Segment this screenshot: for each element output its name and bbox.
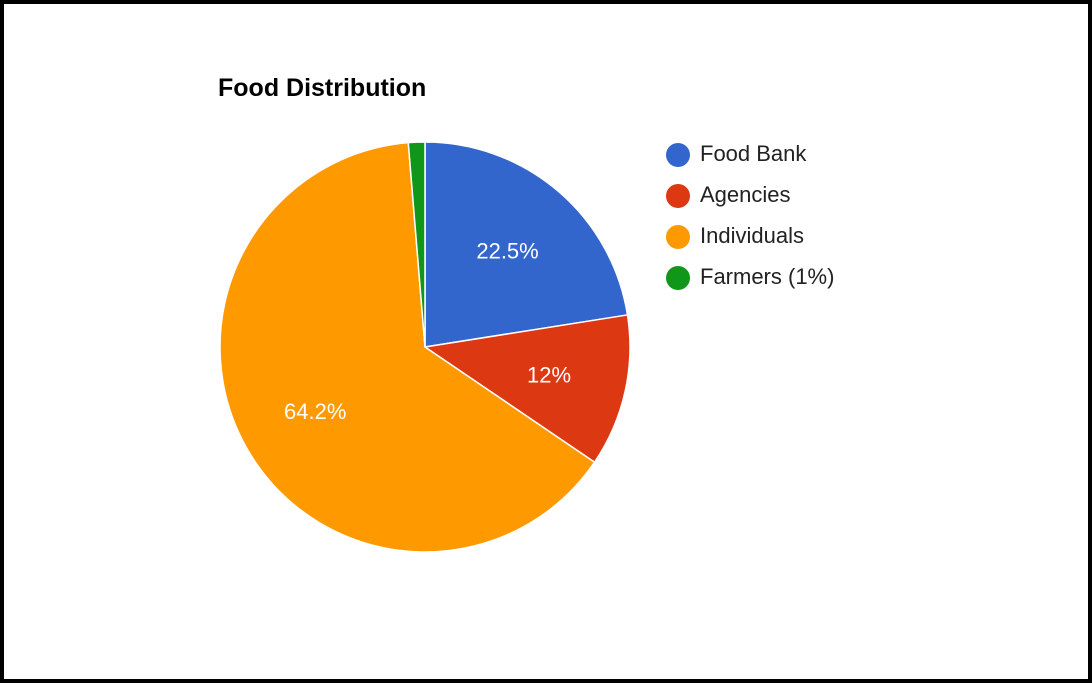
legend-label-individuals: Individuals [700, 223, 804, 248]
pie-slice-farmers[interactable] [407, 141, 426, 348]
slice-label-individuals: 64.2% [284, 399, 346, 424]
slice-label-food-bank: 22.5% [476, 238, 538, 263]
pie-slice-food-bank[interactable] [424, 141, 629, 348]
legend-swatch-food-bank [666, 143, 690, 167]
chart-title: Food Distribution [218, 74, 427, 102]
legend-label-food-bank: Food Bank [700, 141, 807, 166]
pie-slice-individuals[interactable] [219, 141, 596, 553]
legend-label-agencies: Agencies [700, 182, 791, 207]
slice-label-agencies: 12% [527, 363, 571, 388]
legend-label-farmers: Farmers (1%) [700, 264, 835, 289]
legend-swatch-individuals [666, 225, 690, 249]
pie-slice-agencies[interactable] [423, 314, 631, 464]
legend-swatch-agencies [666, 184, 690, 208]
pie-chart: 22.5% 12% 64.2% [219, 141, 631, 553]
legend-swatch-farmers [666, 266, 690, 290]
